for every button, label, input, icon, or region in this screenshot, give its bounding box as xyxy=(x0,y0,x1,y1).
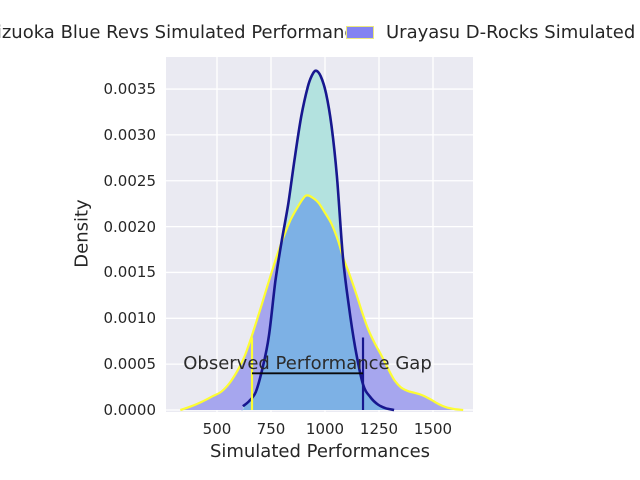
overlap-density-fill xyxy=(238,195,399,411)
legend-label-shizuoka: Shizuoka Blue Revs Simulated Performance… xyxy=(0,22,375,43)
y-tick-label: 0.0010 xyxy=(103,309,157,328)
urayasu-legend-swatch-icon xyxy=(346,26,374,39)
y-tick-label: 0.0020 xyxy=(103,217,157,236)
legend-entry-urayasu: Urayasu D-Rocks Simulated Performances xyxy=(346,22,640,43)
y-tick-label: 0.0030 xyxy=(103,125,157,144)
x-tick-label: 750 xyxy=(256,420,286,438)
y-tick-label: 0.0005 xyxy=(103,355,157,374)
gap-annotation-text: Observed Performance Gap xyxy=(183,353,432,374)
legend-label-urayasu: Urayasu D-Rocks Simulated Performances xyxy=(386,22,640,43)
x-axis-label: Simulated Performances xyxy=(209,441,431,462)
y-tick-label: 0.0015 xyxy=(103,263,157,282)
y-tick-label: 0.0000 xyxy=(103,401,157,419)
y-tick-label: 0.0035 xyxy=(103,80,157,99)
plot-area: Observed Performance Gap xyxy=(166,57,473,412)
density-plot-canvas: Observed Performance Gap xyxy=(166,57,473,412)
x-tick-label: 1500 xyxy=(413,420,453,438)
urayasu-density-curve xyxy=(179,194,464,412)
legend-entry-shizuoka: Shizuoka Blue Revs Simulated Performance… xyxy=(0,22,375,43)
x-tick-label: 1000 xyxy=(305,420,345,438)
x-tick-label: 1250 xyxy=(359,420,399,438)
y-tick-label: 0.0025 xyxy=(103,171,157,190)
y-axis-label: Density xyxy=(71,199,93,268)
x-tick-label: 500 xyxy=(202,420,232,438)
